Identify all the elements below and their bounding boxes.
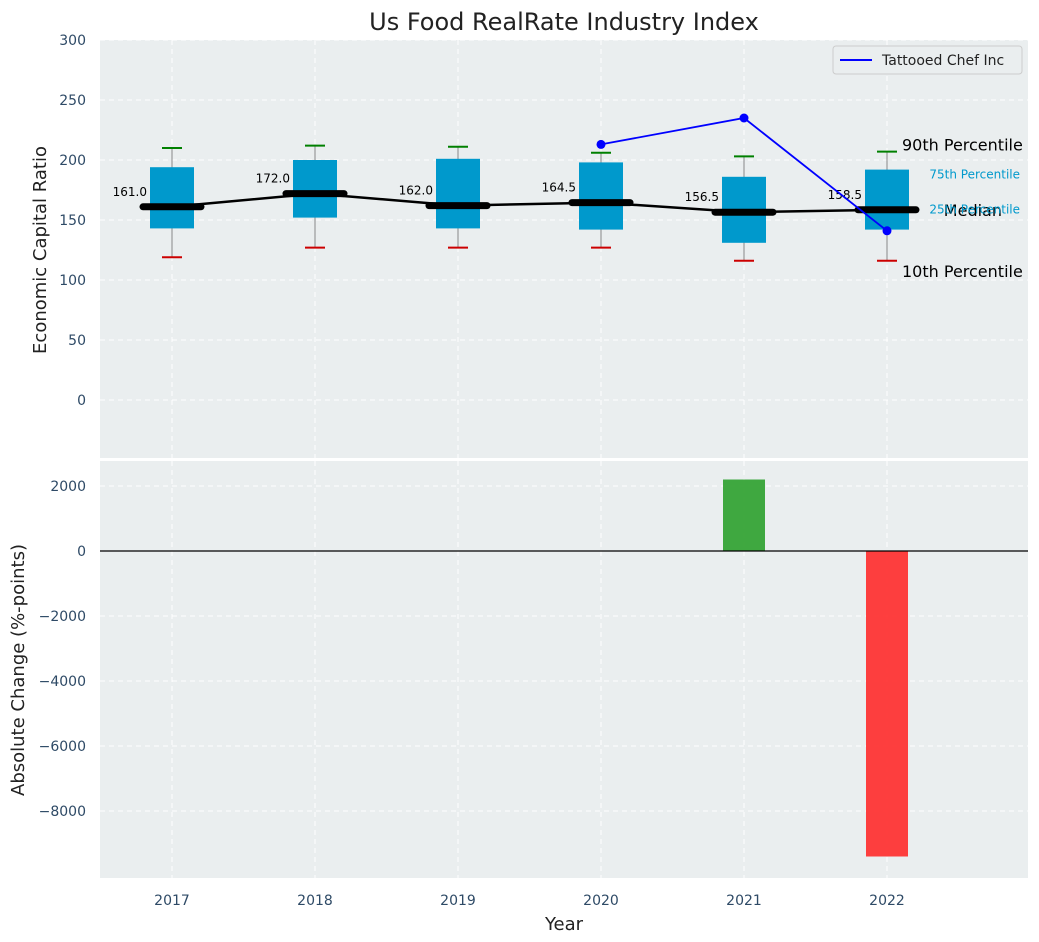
company-point (596, 139, 606, 149)
top-y-tick-label: 300 (59, 33, 86, 49)
top-y-tick-label: 0 (77, 393, 86, 409)
bottom-y-tick-label: −2000 (39, 609, 86, 625)
median-value-label: 172.0 (256, 172, 290, 186)
bottom-y-tick-label: −8000 (39, 804, 86, 820)
change-bars (100, 479, 1028, 857)
bottom-y-tick-label: 2000 (50, 479, 86, 495)
median-value-label: 156.5 (685, 190, 719, 204)
box-2017: 161.0 (113, 147, 205, 259)
median-value-label: 158.5 (828, 188, 862, 202)
p10-annotation: 10th Percentile (902, 262, 1023, 281)
p90-annotation: 90th Percentile (902, 136, 1023, 155)
iqr-box (436, 158, 480, 229)
top-y-tick-label: 50 (68, 333, 86, 349)
x-tick-label-2019: 2019 (440, 893, 476, 909)
median-value-label: 162.0 (399, 184, 433, 198)
bottom-y-tick-label: −4000 (39, 674, 86, 690)
iqr-box (150, 167, 194, 229)
company-series (596, 113, 892, 236)
change-bar-2022 (866, 551, 908, 857)
iqr-box (579, 162, 623, 230)
chart-title: Us Food RealRate Industry Index (369, 8, 759, 36)
top-y-tick-labels: 0 50 100 150 200 250 300 (59, 33, 86, 409)
iqr-box (293, 160, 337, 218)
legend-box (832, 45, 1023, 75)
bottom-y-axis-label: Absolute Change (%-points) (8, 544, 29, 796)
x-tick-label-2018: 2018 (297, 893, 333, 909)
box-2021: 156.5 (685, 155, 777, 262)
legend: Tattooed Chef Inc (832, 45, 1023, 75)
bottom-gridlines (100, 461, 1028, 878)
median-trend-line (171, 192, 888, 214)
change-bar-2021 (723, 479, 765, 551)
x-tick-label-2017: 2017 (154, 893, 190, 909)
median-value-label: 164.5 (542, 181, 576, 195)
top-y-axis-label: Economic Capital Ratio (30, 146, 51, 354)
percentile-annotations: 90th Percentile 75th Percentile Median25th… (902, 136, 1023, 281)
top-plot-area (100, 40, 1028, 458)
x-tick-label-2022: 2022 (869, 893, 905, 909)
company-point (882, 226, 892, 236)
company-point (739, 113, 749, 123)
top-y-tick-label: 200 (59, 153, 86, 169)
top-y-tick-label: 150 (59, 213, 86, 229)
bottom-y-tick-labels: 2000 0 −2000 −4000 −6000 −8000 (39, 479, 86, 820)
x-tick-labels: 2017 2018 2019 2020 2021 2022 (154, 893, 905, 909)
top-y-tick-label: 250 (59, 93, 86, 109)
median-trend-polyline (171, 192, 888, 214)
median-value-label: 161.0 (113, 185, 147, 199)
x-tick-label-2021: 2021 (726, 893, 762, 909)
x-axis-label: Year (544, 914, 584, 935)
x-tick-label-2020: 2020 (583, 893, 619, 909)
p75-annotation: 75th Percentile (929, 168, 1020, 182)
bottom-y-tick-label: −6000 (39, 739, 86, 755)
iqr-box (865, 169, 909, 230)
median-annotation: Median (944, 201, 1002, 220)
top-y-tick-label: 100 (59, 273, 86, 289)
bottom-y-tick-label: 0 (77, 544, 86, 560)
legend-entry-tattooed-chef: Tattooed Chef Inc (881, 53, 1004, 69)
p25-annotation: 25th Percentile (929, 203, 1020, 217)
